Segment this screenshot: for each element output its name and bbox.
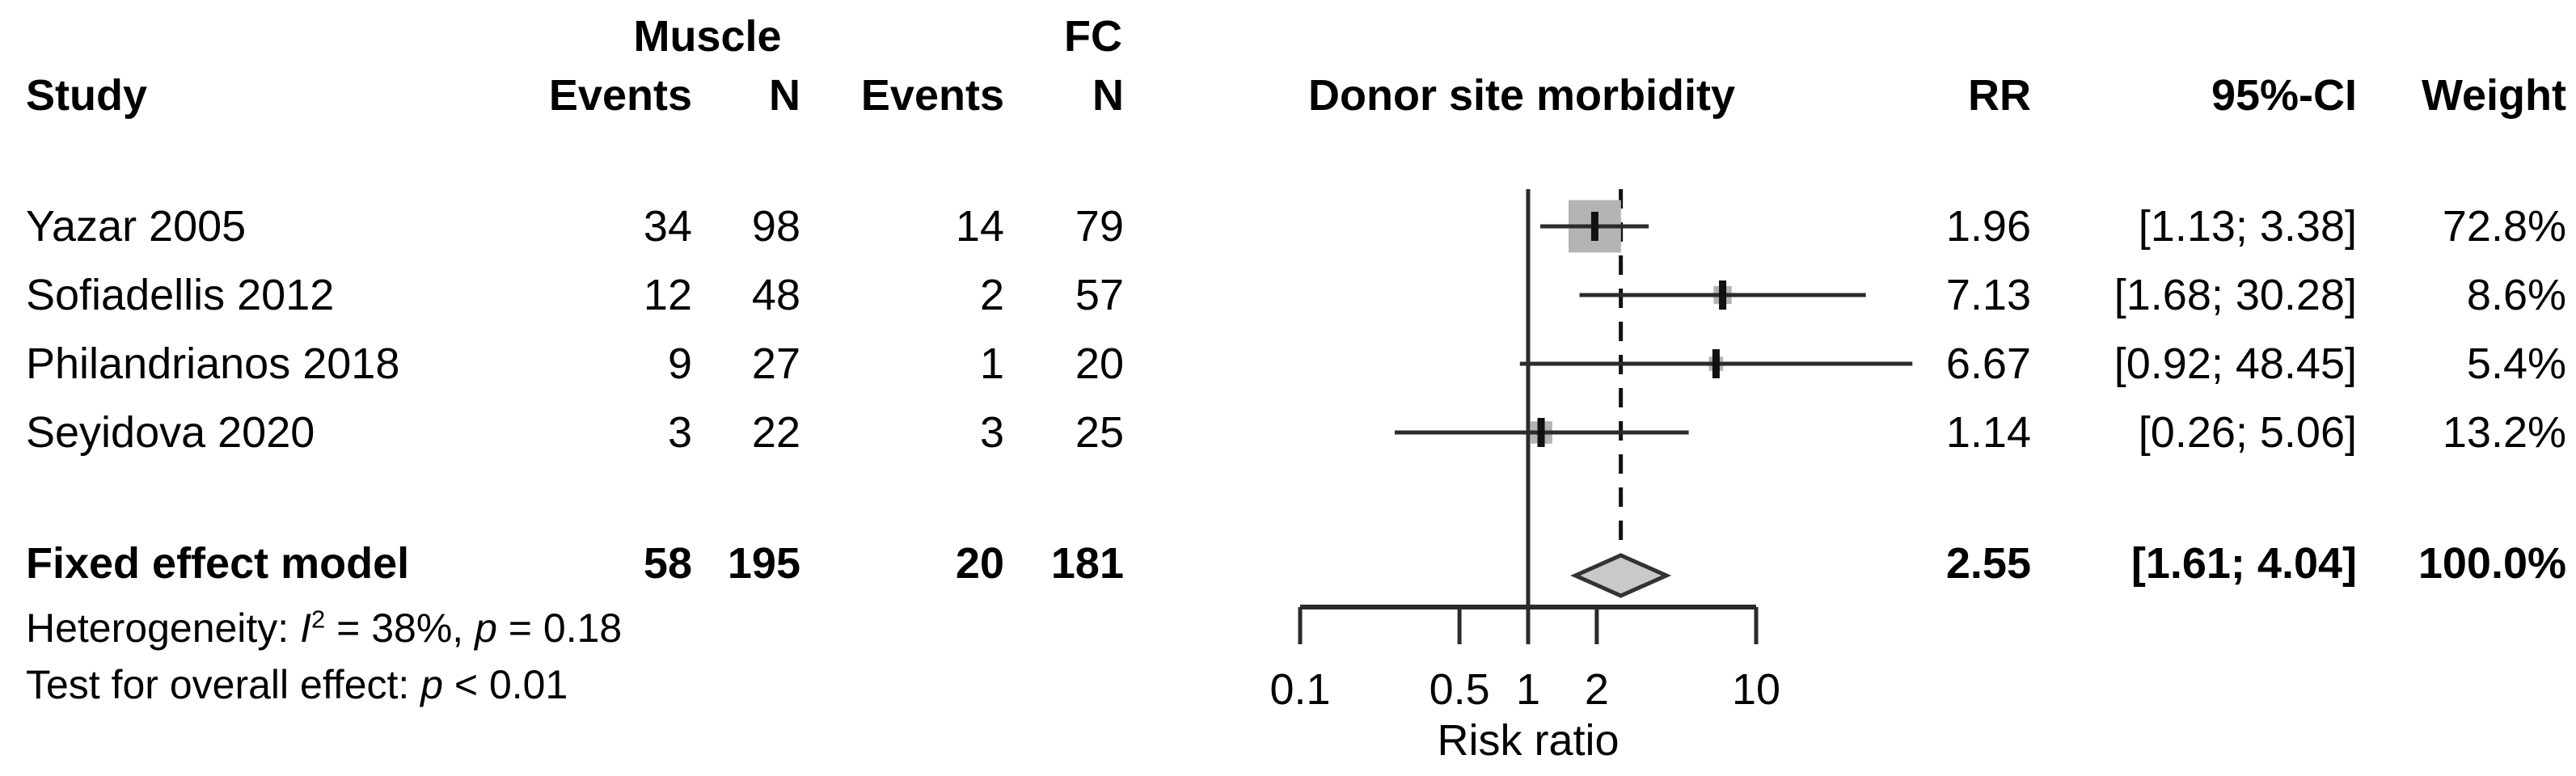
- muscle-n: 48: [751, 271, 800, 319]
- ci-value: [0.26; 5.06]: [2138, 408, 2357, 457]
- x-axis-tick-label: 1: [1515, 665, 1541, 714]
- summary-diamond: [1570, 553, 1672, 598]
- study-row: Yazar 2005 34 98 14 79 1.96 [1.13; 3.38]…: [0, 200, 2576, 253]
- het-i-squared: 2: [311, 605, 326, 634]
- point-estimate-tick: [1537, 418, 1545, 447]
- study-row: Seyidova 2020 3 22 3 25 1.14 [0.26; 5.06…: [0, 406, 2576, 459]
- col-header-rr: RR: [1968, 71, 2031, 120]
- weight-value: 5.4%: [2466, 340, 2566, 388]
- summary-fc-n: 181: [1050, 539, 1124, 588]
- test-p-value: < 0.01: [443, 662, 568, 707]
- x-axis-tick-label: 0.1: [1269, 665, 1331, 714]
- muscle-events: 9: [667, 340, 692, 388]
- fc-events: 3: [979, 408, 1004, 457]
- study-name: Philandrianos 2018: [26, 340, 400, 388]
- fc-events: 14: [955, 202, 1004, 251]
- col-header-muscle-n: N: [769, 71, 800, 120]
- muscle-events: 3: [667, 408, 692, 457]
- group-label-muscle: Muscle: [633, 12, 782, 61]
- het-prefix: Heterogeneity:: [26, 605, 301, 651]
- muscle-n: 98: [751, 202, 800, 251]
- muscle-n: 27: [751, 340, 800, 388]
- muscle-n: 22: [751, 408, 800, 457]
- summary-ci: [1.61; 4.04]: [2130, 539, 2357, 588]
- group-label-fc: FC: [1064, 12, 1122, 61]
- weight-value: 8.6%: [2466, 271, 2566, 319]
- col-header-weight: Weight: [2422, 71, 2566, 120]
- col-header-muscle-events: Events: [548, 71, 692, 120]
- het-p-symbol: p: [475, 605, 497, 651]
- fc-n: 57: [1075, 271, 1124, 319]
- study-row: Philandrianos 2018 9 27 1 20 6.67 [0.92;…: [0, 337, 2576, 390]
- study-name: Seyidova 2020: [26, 408, 315, 457]
- summary-muscle-events: 58: [643, 539, 692, 588]
- x-axis-tick-label: 10: [1731, 665, 1781, 714]
- col-header-study: Study: [26, 71, 148, 120]
- heterogeneity-note: Heterogeneity: I2 = 38%, p = 0.18: [26, 604, 622, 652]
- rr-value: 7.13: [1945, 271, 2031, 319]
- muscle-events: 12: [643, 271, 692, 319]
- col-header-ci: 95%-CI: [2211, 71, 2357, 120]
- het-mid: = 38%,: [325, 605, 475, 651]
- study-name: Yazar 2005: [26, 202, 247, 251]
- het-p-value: = 0.18: [496, 605, 623, 651]
- overall-effect-note: Test for overall effect: p < 0.01: [26, 660, 568, 709]
- fc-n: 25: [1075, 408, 1124, 457]
- ci-value: [1.13; 3.38]: [2138, 202, 2357, 251]
- summary-label: Fixed effect model: [26, 539, 410, 588]
- summary-rr: 2.55: [1945, 539, 2031, 588]
- fc-n: 79: [1075, 202, 1124, 251]
- col-header-fc-events: Events: [860, 71, 1004, 120]
- header-group-row: Muscle FC: [0, 10, 2576, 63]
- study-name: Sofiadellis 2012: [26, 271, 335, 319]
- fc-events: 1: [979, 340, 1004, 388]
- summary-weight: 100.0%: [2418, 539, 2566, 588]
- point-estimate-tick: [1712, 349, 1720, 378]
- summary-row: Fixed effect model 58 195 20 181 2.55 [1…: [0, 537, 2576, 590]
- x-axis-tick-label: 2: [1584, 665, 1609, 714]
- header-column-row: Study Events N Events N Donor site morbi…: [0, 69, 2576, 122]
- fc-n: 20: [1075, 340, 1124, 388]
- x-axis-label: Risk ratio: [1437, 716, 1620, 765]
- fc-events: 2: [979, 271, 1004, 319]
- muscle-events: 34: [643, 202, 692, 251]
- weight-value: 72.8%: [2442, 202, 2566, 251]
- test-prefix: Test for overall effect:: [26, 662, 421, 707]
- rr-value: 1.96: [1945, 202, 2031, 251]
- study-row: Sofiadellis 2012 12 48 2 57 7.13 [1.68; …: [0, 268, 2576, 322]
- point-estimate-tick: [1719, 280, 1727, 310]
- summary-fc-events: 20: [955, 539, 1004, 588]
- rr-value: 6.67: [1945, 340, 2031, 388]
- x-axis-tick-label: 0.5: [1429, 665, 1490, 714]
- ci-value: [0.92; 48.45]: [2114, 340, 2357, 388]
- ci-value: [1.68; 30.28]: [2114, 271, 2357, 319]
- rr-value: 1.14: [1945, 408, 2031, 457]
- plot-title: Donor site morbidity: [1307, 71, 1736, 120]
- point-estimate-tick: [1590, 212, 1598, 241]
- het-i-symbol: I: [300, 605, 311, 651]
- test-p-symbol: p: [420, 662, 443, 707]
- col-header-fc-n: N: [1092, 71, 1124, 120]
- weight-value: 13.2%: [2442, 408, 2566, 457]
- summary-muscle-n: 195: [727, 539, 800, 588]
